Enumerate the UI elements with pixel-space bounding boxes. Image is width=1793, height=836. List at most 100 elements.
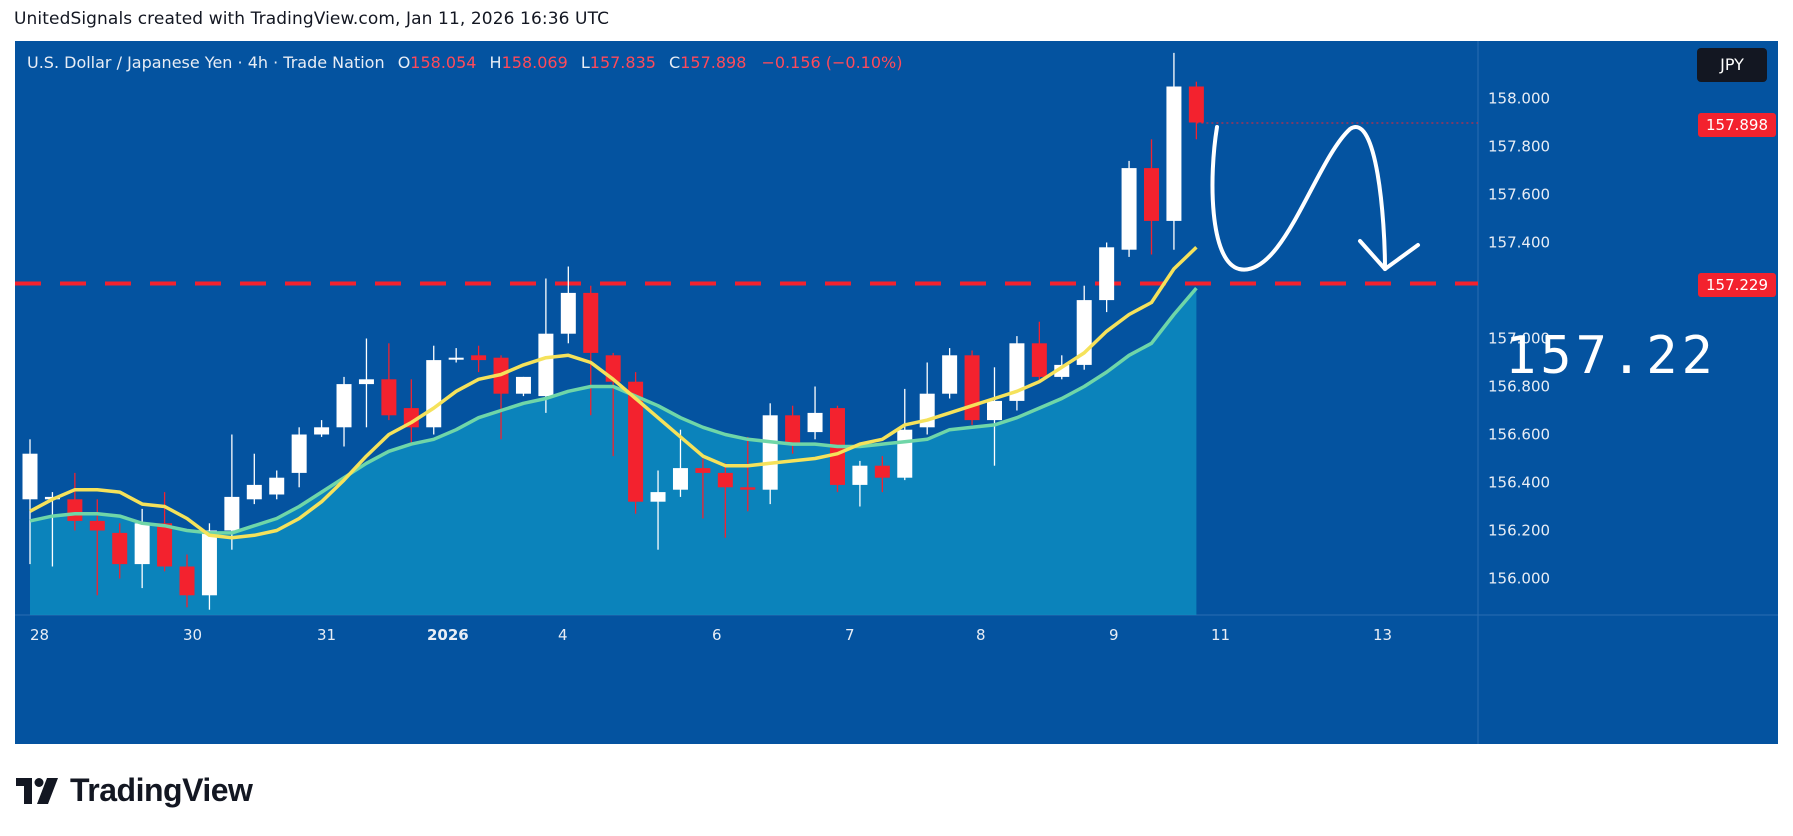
last-price-tag: 157.898 [1698,113,1776,137]
candle-body [246,484,262,500]
candle-body [740,487,756,490]
candle[interactable] [852,460,868,507]
candle[interactable] [942,348,958,399]
ma-layer [29,246,1198,540]
tradingview-brand[interactable]: TradingView [16,772,253,809]
candle[interactable] [314,420,330,437]
candle[interactable] [583,285,599,416]
candle[interactable] [157,492,173,572]
candle[interactable] [515,376,531,397]
candle[interactable] [538,278,554,413]
candle[interactable] [1144,139,1159,255]
candle-body [471,355,487,361]
projection-curve [1210,125,1387,272]
candles-layer [22,52,1204,610]
candle[interactable] [224,434,240,550]
x-tick-label: 31 [317,626,336,644]
target-annotation: 157.22 [1505,326,1717,386]
candle-body [672,468,688,490]
candle[interactable] [358,338,374,428]
y-tick-label: 156.200 [1488,522,1550,540]
tradingview-logo-icon [16,777,58,804]
candle[interactable] [403,379,419,445]
candle[interactable] [717,463,733,538]
candle[interactable] [650,470,666,550]
y-tick-label: 156.800 [1488,378,1550,396]
price-chart[interactable]: 158.000 157.800 157.600 157.400 157.000 156.8… [15,41,1778,744]
candle[interactable] [1031,321,1047,382]
candle[interactable] [964,350,980,425]
candle[interactable] [986,367,1002,466]
candle[interactable] [1188,81,1204,140]
candle-body [179,566,195,596]
candle[interactable] [1166,52,1182,250]
candle[interactable] [762,403,778,505]
candle[interactable] [246,453,262,505]
candle-body [403,408,419,428]
legend-low-value: 157.835 [589,53,656,72]
candle-body [785,415,801,445]
candle-body [269,477,285,495]
candle-body [157,523,173,567]
x-tick-label: 28 [30,626,49,644]
candle-body [291,434,307,473]
candle[interactable] [672,429,688,497]
candle-body [1144,168,1159,221]
x-tick-label: 7 [845,626,855,644]
candle[interactable] [179,554,195,608]
candle[interactable] [1121,160,1137,257]
legend-high-value: 158.069 [501,53,568,72]
axes-layer: 158.000 157.800 157.600 157.400 157.000 156.8… [15,41,1778,744]
chart-panel[interactable]: 158.000 157.800 157.600 157.400 157.000 156.8… [15,41,1778,744]
x-tick-label: 6 [712,626,722,644]
x-tick-label: 13 [1373,626,1392,644]
candle-body [134,523,150,565]
candle[interactable] [874,456,890,493]
y-tick-label: 157.000 [1488,330,1550,348]
y-tick-label: 156.400 [1488,474,1550,492]
candle[interactable] [471,345,487,373]
candle-body [986,400,1002,421]
candle-body [1121,168,1137,250]
candle-body [22,453,38,500]
candle[interactable] [829,405,845,493]
candle-body [314,427,330,435]
candle-body [1099,247,1115,301]
candle[interactable] [291,427,307,488]
x-tick-label: 11 [1211,626,1230,644]
candle-body [448,357,464,360]
candle[interactable] [381,343,397,421]
currency-button[interactable]: JPY [1697,48,1767,82]
candle[interactable] [426,345,442,435]
candle[interactable] [919,362,935,435]
x-tick-label: 8 [976,626,986,644]
candle-body [762,415,778,490]
candle-body [1009,343,1025,401]
candle[interactable] [269,470,285,500]
candle-body [695,468,711,473]
candle-body [358,379,374,385]
symbol-legend: U.S. Dollar / Japanese Yen · 4h · Trade … [27,53,902,72]
candle[interactable] [201,523,217,610]
candle[interactable] [695,458,711,519]
legend-symbol: U.S. Dollar / Japanese Yen · 4h · Trade … [27,53,385,72]
candle[interactable] [807,386,823,440]
candle[interactable] [897,388,913,481]
legend-high-label: H [489,53,502,72]
candle-body [381,379,397,416]
legend-low-label: L [580,53,590,72]
candle[interactable] [448,348,464,363]
down-arrow-icon [1358,239,1420,271]
candle[interactable] [1009,336,1025,411]
y-tick-label: 157.800 [1488,138,1550,156]
candle[interactable] [22,439,38,565]
y-tick-label: 157.600 [1488,186,1550,204]
candle[interactable] [336,376,352,447]
candle[interactable] [740,436,756,512]
candle[interactable] [560,266,576,344]
candle-body [583,292,599,353]
x-tick-label: 4 [558,626,568,644]
candle[interactable] [112,523,128,579]
candle-body [628,381,644,502]
candle[interactable] [1099,242,1115,313]
